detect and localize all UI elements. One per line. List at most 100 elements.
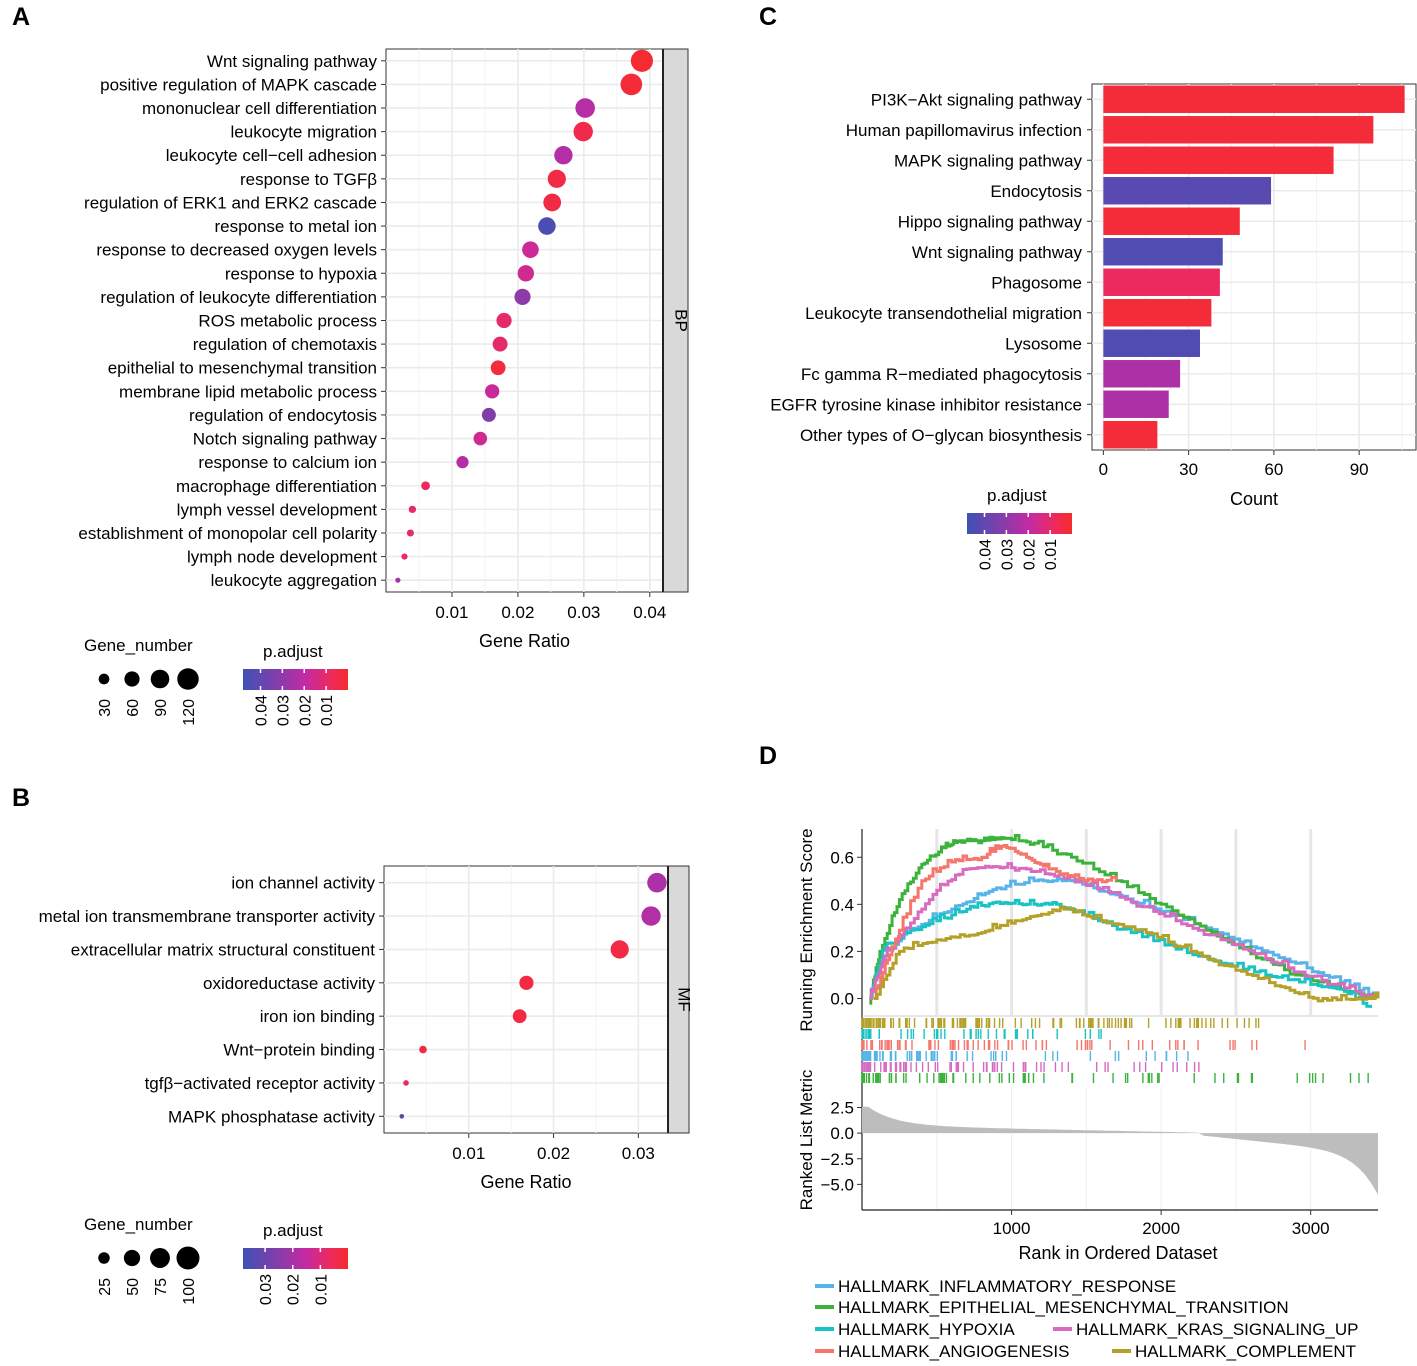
panel-a-dotplot: BP Wnt signaling pathway positive regulati…: [78, 48, 691, 726]
b-size-legend-title: Gene_number: [84, 1215, 193, 1234]
b-category-label: metal ion transmembrane transporter acti…: [39, 907, 376, 926]
panel-d-gsea-plot: 0.0 0.2 0.4 0.6 Running Enrichment Score 2.5 0…: [797, 828, 1380, 1361]
a-category-label: ROS metabolic process: [198, 312, 377, 331]
a-dot: [620, 73, 643, 96]
d-es-line: [874, 905, 1380, 1003]
c-category-label: Hippo signaling pathway: [898, 212, 1083, 231]
d-y-axis-title: Running Enrichment Score: [797, 828, 816, 1031]
b-color-legend-bar: [243, 1248, 348, 1269]
d-legend-label: HALLMARK_COMPLEMENT: [1135, 1342, 1356, 1361]
b-size-legend-dot: [150, 1248, 170, 1268]
a-dot: [401, 553, 408, 560]
d-metric-area: [862, 1106, 1378, 1207]
b-color-legend-label: 0.02: [286, 1274, 303, 1305]
b-dot: [641, 906, 661, 926]
b-color-legend-title: p.adjust: [263, 1221, 323, 1240]
a-category-label: membrane lipid metabolic process: [119, 382, 377, 401]
c-bar: [1103, 268, 1220, 296]
panel-label-b: B: [12, 784, 30, 812]
d-x-axis-title: Rank in Ordered Dataset: [1018, 1243, 1217, 1263]
b-dot: [519, 975, 534, 990]
c-color-legend-label: 0.04: [978, 539, 995, 570]
b-plot-area: [383, 865, 669, 1134]
c-bar: [1103, 177, 1272, 205]
d-legend-label: HALLMARK_ANGIOGENESIS: [838, 1342, 1069, 1361]
a-category-label: response to TGFβ: [240, 170, 377, 189]
d-legend-label: HALLMARK_HYPOXIA: [838, 1320, 1015, 1339]
a-facet-strip: [662, 48, 689, 593]
a-category-label: leukocyte cell−cell adhesion: [166, 146, 377, 165]
c-color-legend-bar: [967, 513, 1072, 534]
a-size-legend-dot: [98, 673, 110, 685]
b-category-label: iron ion binding: [260, 1007, 375, 1026]
a-dot: [456, 456, 469, 469]
a-category-label: leukocyte migration: [231, 123, 377, 142]
a-x-tick-label: 0.04: [633, 603, 666, 622]
a-size-legend-dot: [124, 671, 140, 687]
a-color-legend-label: 0.04: [254, 695, 271, 726]
c-category-label: Wnt signaling pathway: [912, 243, 1083, 262]
c-bar: [1103, 299, 1212, 327]
c-color-legend-label: 0.02: [1021, 539, 1038, 570]
a-category-label: macrophage differentiation: [176, 477, 377, 496]
a-dot: [514, 288, 531, 305]
a-category-label: lymph node development: [187, 548, 377, 567]
c-bar: [1103, 116, 1374, 144]
a-dot: [543, 193, 562, 212]
c-category-label: Fc gamma R−mediated phagocytosis: [801, 365, 1082, 384]
a-category-label: response to hypoxia: [225, 264, 378, 283]
b-category-label: oxidoreductase activity: [203, 974, 375, 993]
a-dot: [496, 312, 512, 329]
c-bar: [1103, 360, 1181, 388]
c-category-label: Phagosome: [991, 273, 1082, 292]
a-category-label: regulation of ERK1 and ERK2 cascade: [84, 193, 377, 212]
a-x-tick-label: 0.01: [435, 603, 468, 622]
c-bar: [1103, 329, 1200, 357]
b-size-legend-label: 75: [153, 1278, 170, 1296]
a-category-label: response to calcium ion: [198, 453, 377, 472]
d-es-line: [874, 844, 1118, 1000]
c-x-axis-title: Count: [1230, 489, 1278, 509]
a-dot: [492, 336, 508, 352]
panel-label-c: C: [759, 3, 777, 31]
d-y-tick-label: 0.6: [830, 848, 854, 867]
a-category-label: epithelial to mesenchymal transition: [108, 359, 377, 378]
a-size-legend-label: 90: [153, 699, 170, 717]
d-x-tick-label: 3000: [1292, 1219, 1330, 1238]
a-category-label: regulation of leukocyte differentiation: [100, 288, 377, 307]
a-category-label: leukocyte aggregation: [211, 571, 377, 590]
a-dot: [473, 431, 488, 446]
d-metric-tick-label: 2.5: [830, 1099, 854, 1118]
a-facet-label: BP: [672, 309, 691, 332]
c-category-label: Human papillomavirus infection: [846, 121, 1082, 140]
c-bar: [1103, 421, 1158, 449]
c-x-tick-label: 30: [1179, 460, 1198, 479]
a-dot: [554, 146, 573, 165]
c-bar: [1103, 390, 1169, 418]
b-size-legend-dot: [98, 1252, 110, 1264]
a-size-legend-label: 120: [181, 699, 198, 726]
a-dot: [538, 217, 556, 235]
a-category-label: Notch signaling pathway: [193, 430, 378, 449]
panel-b-dotplot: MF ion channel activity metal ion transmem…: [39, 865, 694, 1305]
c-x-tick-label: 60: [1264, 460, 1283, 479]
a-color-legend-label: 0.01: [319, 695, 336, 726]
b-category-label: MAPK phosphatase activity: [168, 1107, 375, 1126]
b-dot: [610, 940, 629, 959]
c-x-tick-label: 0: [1099, 460, 1108, 479]
b-size-legend-label: 25: [97, 1278, 114, 1296]
c-category-label: Lysosome: [1005, 334, 1082, 353]
d-metric-tick-label: −5.0: [820, 1175, 854, 1194]
d-legend-label: HALLMARK_INFLAMMATORY_RESPONSE: [838, 1277, 1176, 1296]
a-dot: [517, 265, 535, 282]
c-color-legend-title: p.adjust: [987, 486, 1047, 505]
a-category-label: response to decreased oxygen levels: [96, 241, 377, 260]
a-category-label: establishment of monopolar cell polarity: [78, 524, 377, 543]
b-dot: [512, 1009, 527, 1024]
c-color-legend-label: 0.01: [1043, 539, 1060, 570]
b-dot: [419, 1045, 427, 1054]
a-dot: [522, 241, 539, 258]
a-size-legend-dot: [150, 669, 170, 689]
b-x-tick-label: 0.01: [452, 1144, 485, 1163]
